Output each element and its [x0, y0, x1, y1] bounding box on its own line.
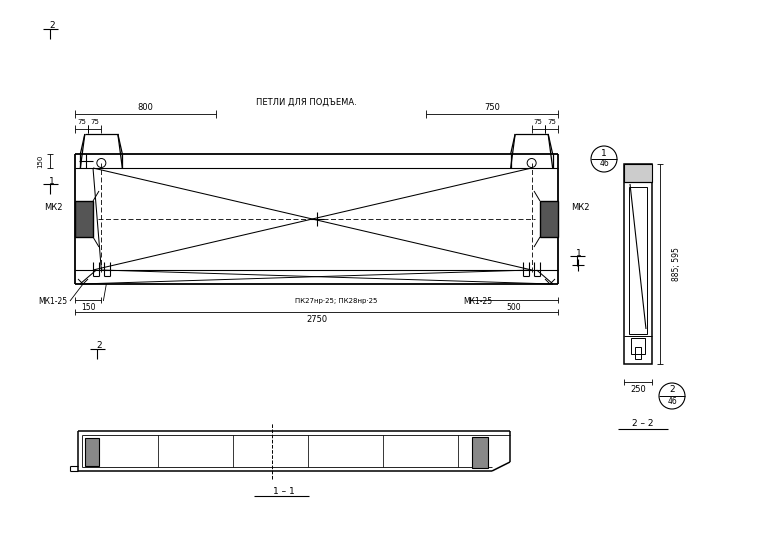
- Text: МК1-25: МК1-25: [464, 296, 493, 306]
- Text: 150: 150: [81, 302, 96, 312]
- Text: 1: 1: [49, 176, 55, 185]
- Text: 46: 46: [667, 397, 677, 405]
- Text: 800: 800: [137, 102, 153, 112]
- Text: 75: 75: [534, 119, 543, 125]
- Text: 150: 150: [37, 154, 43, 168]
- Text: ПЕТЛИ ДЛЯ ПОДЪЕМА.: ПЕТЛИ ДЛЯ ПОДЪЕМА.: [256, 98, 357, 107]
- Text: 1 – 1: 1 – 1: [273, 487, 295, 495]
- Text: 500: 500: [507, 302, 521, 312]
- Text: 75: 75: [547, 119, 556, 125]
- Text: 2: 2: [669, 385, 675, 395]
- Bar: [540, 201, 558, 237]
- Text: МК1-25: МК1-25: [39, 296, 68, 306]
- Text: 250: 250: [630, 385, 646, 395]
- Text: 1: 1: [601, 149, 607, 157]
- Text: ПК27нр·25; ПК28нр·25: ПК27нр·25; ПК28нр·25: [295, 298, 378, 304]
- Bar: [635, 347, 641, 359]
- Bar: [624, 164, 652, 182]
- Text: 75: 75: [90, 119, 99, 125]
- Text: 885; 595: 885; 595: [672, 247, 681, 281]
- Bar: [624, 164, 652, 364]
- Text: 750: 750: [484, 102, 500, 112]
- Text: 2750: 2750: [306, 314, 327, 323]
- Text: МК2: МК2: [571, 203, 589, 211]
- Text: 75: 75: [77, 119, 86, 125]
- Text: МК2: МК2: [44, 203, 62, 211]
- Text: 2: 2: [96, 342, 102, 350]
- Bar: [75, 201, 93, 237]
- Bar: [85, 438, 99, 466]
- Bar: [629, 187, 647, 334]
- Bar: [631, 338, 645, 354]
- Bar: [472, 437, 488, 468]
- Text: 2 – 2: 2 – 2: [632, 419, 653, 429]
- Text: 46: 46: [599, 160, 609, 169]
- Text: 1: 1: [576, 248, 582, 258]
- Text: 2: 2: [49, 22, 55, 31]
